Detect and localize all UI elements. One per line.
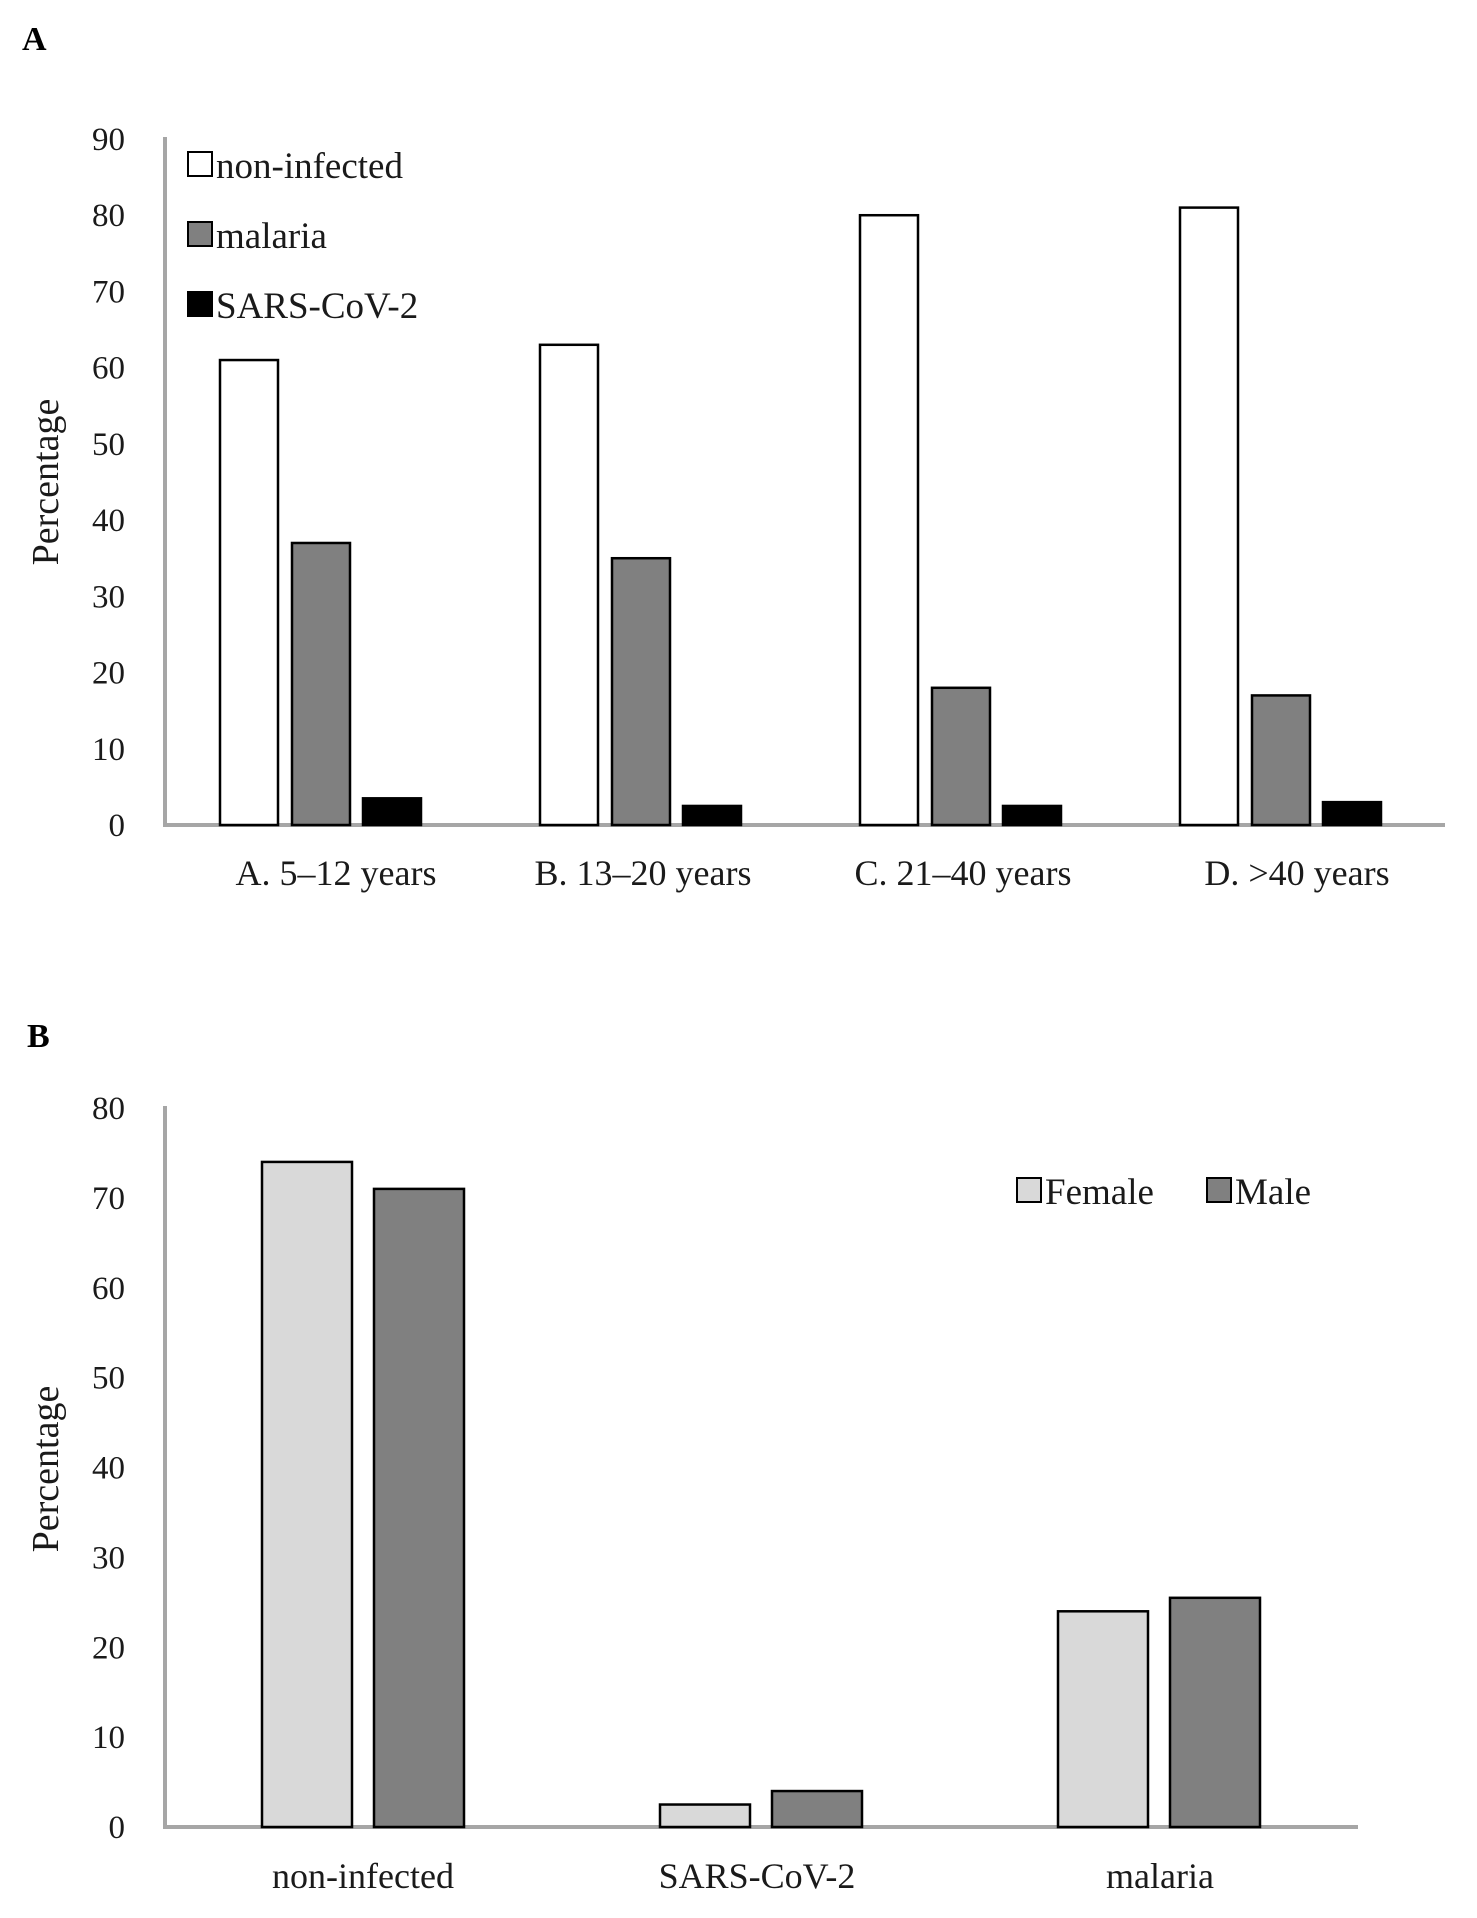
bar-non-infected xyxy=(538,343,600,827)
y-tick-label: 40 xyxy=(92,503,125,539)
y-tick-label: 10 xyxy=(92,732,125,768)
bar-female xyxy=(658,1803,752,1829)
y-tick-label: 80 xyxy=(92,198,125,234)
y-tick-label: 60 xyxy=(92,1271,125,1307)
y-tick-label: 20 xyxy=(92,1630,125,1666)
y-tick-label: 90 xyxy=(92,122,125,158)
bar-non-infected xyxy=(1178,206,1240,827)
bar-sars-cov-2 xyxy=(1001,804,1063,827)
y-tick-label: 70 xyxy=(92,274,125,310)
y-tick-label: 70 xyxy=(92,1181,125,1217)
legend-swatch-malaria xyxy=(187,221,213,247)
x-category-label: B. 13–20 years xyxy=(535,853,752,893)
x-category-label: malaria xyxy=(1106,1856,1214,1896)
y-tick-label: 20 xyxy=(92,656,125,692)
y-tick-label: 10 xyxy=(92,1720,125,1756)
legend-swatch-sars-cov-2 xyxy=(187,291,213,317)
bar-malaria xyxy=(610,556,672,827)
y-axis-title: Percentage xyxy=(25,399,67,566)
legend-label: non-infected xyxy=(216,146,403,187)
legend-label: SARS-CoV-2 xyxy=(216,286,418,327)
y-tick-label: 80 xyxy=(92,1091,125,1127)
y-tick-label: 60 xyxy=(92,351,125,387)
bar-female xyxy=(1056,1610,1150,1829)
bar-malaria xyxy=(930,686,992,827)
bar-malaria xyxy=(290,541,352,827)
bar-male xyxy=(372,1187,466,1829)
bar-female xyxy=(260,1160,354,1829)
x-category-label: C. 21–40 years xyxy=(855,853,1072,893)
legend-label: malaria xyxy=(216,216,327,257)
legend-label: Male xyxy=(1235,1172,1311,1213)
y-tick-label: 50 xyxy=(92,1361,125,1397)
bar-male xyxy=(1168,1596,1262,1829)
legend-label: Female xyxy=(1045,1172,1154,1213)
panel-label: B xyxy=(27,1018,50,1055)
bar-non-infected xyxy=(858,213,920,827)
bar-sars-cov-2 xyxy=(681,804,743,827)
x-category-label: non-infected xyxy=(272,1856,454,1896)
y-tick-label: 40 xyxy=(92,1451,125,1487)
y-tick-label: 30 xyxy=(92,579,125,615)
legend-swatch-female xyxy=(1016,1177,1042,1203)
bar-sars-cov-2 xyxy=(1321,800,1383,827)
bar-non-infected xyxy=(218,358,280,827)
bar-sars-cov-2 xyxy=(361,797,423,827)
y-tick-label: 0 xyxy=(109,1810,126,1846)
panel-label: A xyxy=(22,21,47,58)
y-axis-title: Percentage xyxy=(25,1386,67,1553)
y-tick-label: 0 xyxy=(109,808,126,844)
bar-male xyxy=(770,1789,864,1829)
x-category-label: SARS-CoV-2 xyxy=(659,1856,856,1896)
legend-swatch-male xyxy=(1206,1177,1232,1203)
legend-swatch-non-infected xyxy=(187,151,213,177)
x-category-label: D. >40 years xyxy=(1204,853,1389,893)
y-tick-label: 30 xyxy=(92,1540,125,1576)
y-tick-label: 50 xyxy=(92,427,125,463)
bar-malaria xyxy=(1250,694,1312,827)
x-category-label: A. 5–12 years xyxy=(236,853,437,893)
